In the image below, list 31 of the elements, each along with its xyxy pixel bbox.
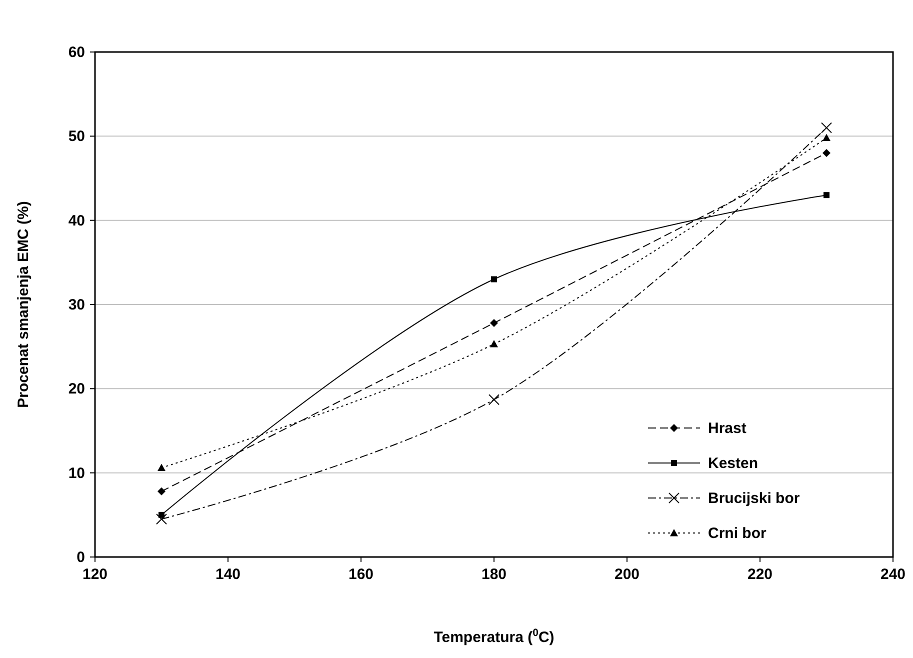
x-tick-label: 120 xyxy=(82,566,108,583)
x-tick-label: 220 xyxy=(747,566,773,583)
point xyxy=(490,319,498,328)
point xyxy=(824,192,830,198)
point xyxy=(490,340,498,348)
point xyxy=(158,464,166,471)
y-axis-title: Procenat smanjenja EMC (%) xyxy=(15,201,32,408)
legend-label: Hrast xyxy=(708,420,746,437)
y-tick-label: 40 xyxy=(68,212,85,230)
y-tick-label: 30 xyxy=(68,296,85,314)
legend-label: Crni bor xyxy=(708,525,766,542)
y-tick-label: 50 xyxy=(68,128,85,146)
legend-label: Kesten xyxy=(708,455,758,472)
point xyxy=(491,276,497,282)
point xyxy=(822,134,830,142)
y-tick-label: 60 xyxy=(68,44,85,61)
point xyxy=(156,514,167,525)
x-tick-label: 240 xyxy=(880,566,906,583)
point xyxy=(158,487,166,496)
point xyxy=(488,394,500,406)
x-tick-label: 180 xyxy=(481,566,507,583)
x-tick-label: 200 xyxy=(614,566,640,583)
x-tick-label: 140 xyxy=(215,566,241,583)
point xyxy=(821,122,832,134)
x-axis-title: Temperatura ($^{0}$C) xyxy=(434,627,554,646)
legend-label: Brucijski bor xyxy=(708,490,800,507)
y-tick-label: 0 xyxy=(76,549,85,566)
y-tick-label: 20 xyxy=(68,380,85,398)
x-tick-label: 160 xyxy=(348,566,374,583)
y-tick-label: 10 xyxy=(68,464,85,482)
point xyxy=(822,149,830,157)
